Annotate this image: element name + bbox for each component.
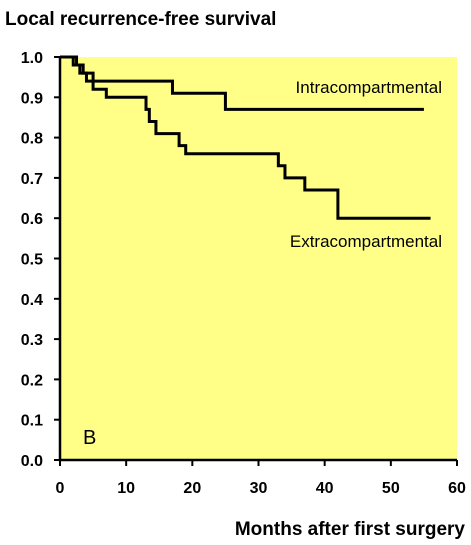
x-tick-label: 60 bbox=[448, 480, 466, 497]
y-tick-label: 0.6 bbox=[21, 211, 43, 228]
x-axis-title: Months after first surgery bbox=[235, 519, 466, 540]
chart-title: Local recurrence-free survival bbox=[5, 9, 276, 30]
y-tick-label: 0.7 bbox=[21, 171, 43, 188]
series-curves bbox=[60, 55, 431, 220]
x-tick-label: 20 bbox=[183, 480, 201, 497]
x-tick-label: 50 bbox=[382, 480, 400, 497]
y-tick-label: 0.9 bbox=[21, 90, 43, 107]
y-tick-label: 0.5 bbox=[21, 252, 43, 269]
series-labels: Intracompartmental Extracompartmental bbox=[290, 78, 442, 251]
label-extracompartmental: Extracompartmental bbox=[290, 232, 442, 251]
y-tick-label: 0.8 bbox=[21, 131, 43, 148]
x-tick-label: 0 bbox=[56, 480, 65, 497]
series-line-extracompartmental bbox=[60, 55, 431, 220]
x-tick-labels: 0 10 20 30 40 50 60 bbox=[56, 480, 466, 497]
y-tick-labels: 0.0 0.1 0.2 0.3 0.4 0.5 0.6 0.7 0.8 0.9 1.0 bbox=[21, 50, 43, 470]
axes bbox=[54, 56, 458, 466]
y-tick-label: 0.0 bbox=[21, 453, 43, 470]
y-tick-label: 1.0 bbox=[21, 50, 43, 67]
y-tick-label: 0.2 bbox=[21, 372, 43, 389]
plot-area bbox=[60, 57, 457, 460]
x-tick-label: 30 bbox=[250, 480, 268, 497]
y-tick-label: 0.4 bbox=[21, 292, 43, 309]
x-tick-label: 40 bbox=[316, 480, 334, 497]
panel-label: B bbox=[83, 427, 96, 449]
x-tick-label: 10 bbox=[117, 480, 135, 497]
label-intracompartmental: Intracompartmental bbox=[296, 78, 442, 97]
y-tick-label: 0.1 bbox=[21, 413, 43, 430]
y-tick-label: 0.3 bbox=[21, 332, 43, 349]
